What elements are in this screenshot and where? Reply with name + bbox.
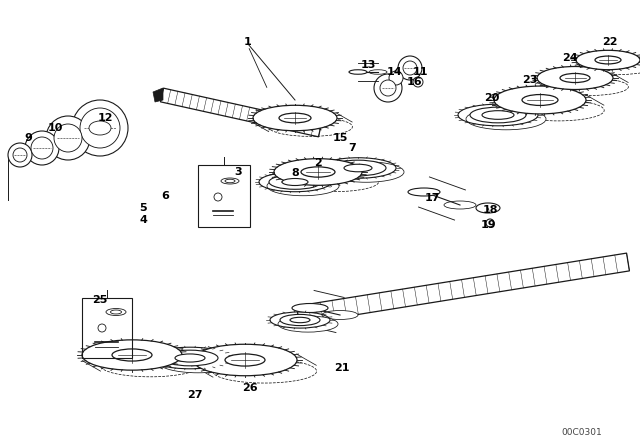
Circle shape [374, 74, 402, 102]
Ellipse shape [576, 50, 640, 70]
Ellipse shape [279, 113, 311, 123]
Text: 23: 23 [522, 75, 538, 85]
Ellipse shape [290, 317, 310, 323]
Text: 2: 2 [314, 158, 322, 168]
Circle shape [389, 71, 403, 85]
Ellipse shape [301, 167, 335, 177]
Bar [82, 298, 132, 358]
Ellipse shape [225, 179, 235, 183]
Text: 14: 14 [387, 67, 403, 77]
Circle shape [25, 131, 59, 165]
Circle shape [46, 116, 90, 160]
Circle shape [8, 143, 32, 167]
Ellipse shape [221, 178, 239, 184]
Circle shape [72, 100, 128, 156]
Circle shape [80, 108, 120, 148]
Circle shape [403, 61, 417, 75]
Polygon shape [161, 88, 321, 137]
Circle shape [214, 193, 222, 201]
Ellipse shape [292, 303, 328, 313]
Text: 1: 1 [244, 37, 252, 47]
Text: 7: 7 [348, 143, 356, 153]
Ellipse shape [175, 354, 205, 362]
Text: 6: 6 [161, 191, 169, 201]
Ellipse shape [282, 178, 308, 185]
Text: 15: 15 [332, 133, 348, 143]
Ellipse shape [253, 105, 337, 131]
Polygon shape [153, 88, 163, 102]
Ellipse shape [470, 107, 526, 123]
Ellipse shape [537, 66, 613, 90]
Text: 3: 3 [234, 167, 242, 177]
Text: 16: 16 [407, 77, 423, 87]
Ellipse shape [111, 310, 122, 314]
Ellipse shape [158, 351, 238, 373]
Text: 24: 24 [562, 53, 578, 63]
Text: 26: 26 [242, 383, 258, 393]
Circle shape [13, 148, 27, 162]
Text: 12: 12 [97, 113, 113, 123]
Bar [198, 165, 250, 227]
Circle shape [413, 77, 423, 87]
Ellipse shape [162, 350, 218, 366]
Text: 19: 19 [480, 220, 496, 230]
Ellipse shape [274, 159, 362, 185]
Ellipse shape [349, 70, 367, 74]
Circle shape [380, 80, 396, 96]
Ellipse shape [494, 86, 586, 114]
Ellipse shape [193, 344, 297, 376]
Ellipse shape [280, 314, 320, 326]
Ellipse shape [89, 121, 111, 135]
Ellipse shape [482, 111, 514, 119]
Text: 00C0301: 00C0301 [562, 427, 602, 436]
Ellipse shape [595, 56, 621, 64]
Text: 13: 13 [360, 60, 376, 70]
Text: 4: 4 [139, 215, 147, 225]
Ellipse shape [82, 340, 182, 370]
Text: 8: 8 [291, 168, 299, 178]
Ellipse shape [225, 354, 265, 366]
Circle shape [54, 124, 82, 152]
Text: 17: 17 [424, 193, 440, 203]
Ellipse shape [328, 162, 404, 182]
Text: 27: 27 [188, 390, 203, 400]
Polygon shape [296, 253, 629, 324]
Text: 10: 10 [47, 123, 63, 133]
Circle shape [31, 137, 53, 159]
Text: 5: 5 [139, 203, 147, 213]
Ellipse shape [269, 175, 321, 189]
Ellipse shape [444, 201, 476, 209]
Text: 20: 20 [484, 93, 500, 103]
Text: 11: 11 [412, 67, 428, 77]
Text: 18: 18 [483, 205, 498, 215]
Circle shape [398, 56, 422, 80]
Ellipse shape [112, 349, 152, 361]
Ellipse shape [560, 73, 590, 82]
Ellipse shape [369, 70, 387, 74]
Ellipse shape [344, 164, 372, 172]
Ellipse shape [106, 309, 126, 315]
Text: 25: 25 [92, 295, 108, 305]
Ellipse shape [466, 108, 546, 130]
Ellipse shape [322, 310, 358, 319]
Ellipse shape [267, 176, 339, 196]
Circle shape [98, 324, 106, 332]
Ellipse shape [522, 95, 558, 105]
Ellipse shape [330, 160, 386, 176]
Text: 22: 22 [602, 37, 618, 47]
Text: 9: 9 [24, 133, 32, 143]
Ellipse shape [408, 188, 440, 196]
Text: 21: 21 [334, 363, 349, 373]
Ellipse shape [278, 316, 338, 332]
